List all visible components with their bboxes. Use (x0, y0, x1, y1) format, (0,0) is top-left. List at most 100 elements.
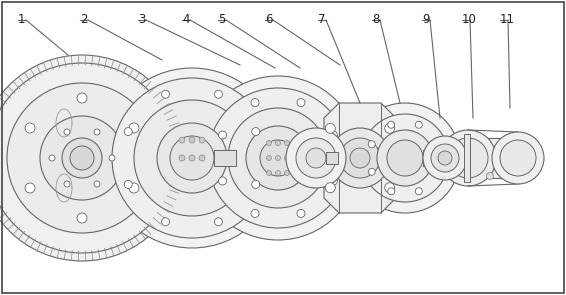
Circle shape (350, 103, 460, 213)
Circle shape (228, 108, 328, 208)
Circle shape (448, 138, 488, 178)
Text: 10: 10 (462, 13, 477, 26)
Circle shape (64, 181, 70, 187)
Circle shape (361, 114, 449, 202)
Circle shape (252, 181, 260, 189)
Circle shape (377, 130, 433, 186)
Circle shape (487, 173, 494, 179)
Circle shape (329, 131, 337, 139)
Text: 6: 6 (265, 13, 272, 26)
Circle shape (415, 121, 422, 128)
Text: 4: 4 (182, 13, 190, 26)
Circle shape (306, 148, 326, 168)
Text: 11: 11 (500, 13, 515, 26)
Circle shape (208, 88, 348, 228)
Bar (464, 134, 470, 182)
Circle shape (62, 138, 102, 178)
Text: 5: 5 (218, 13, 225, 26)
Circle shape (199, 155, 205, 161)
Circle shape (415, 188, 422, 195)
Circle shape (157, 123, 227, 193)
Circle shape (64, 129, 70, 135)
Circle shape (297, 99, 305, 106)
Circle shape (112, 78, 272, 238)
Circle shape (7, 83, 157, 233)
Circle shape (251, 209, 259, 217)
Circle shape (267, 140, 272, 145)
Circle shape (179, 155, 185, 161)
Circle shape (276, 155, 281, 160)
Circle shape (189, 137, 195, 143)
Circle shape (70, 146, 94, 170)
Circle shape (94, 129, 100, 135)
Bar (468, 138, 518, 178)
Circle shape (276, 140, 281, 145)
Circle shape (325, 183, 335, 193)
Circle shape (252, 128, 260, 136)
Circle shape (40, 116, 124, 200)
Circle shape (189, 155, 195, 161)
Circle shape (388, 188, 395, 195)
Text: 8: 8 (372, 13, 379, 26)
Circle shape (330, 128, 390, 188)
Circle shape (134, 100, 250, 216)
Circle shape (297, 209, 305, 217)
Circle shape (49, 155, 55, 161)
Circle shape (162, 90, 170, 98)
Circle shape (199, 137, 205, 143)
Circle shape (170, 136, 214, 180)
Circle shape (286, 128, 346, 188)
Bar (214, 150, 236, 166)
Circle shape (179, 137, 185, 143)
Bar (423, 150, 441, 166)
Text: 1: 1 (18, 13, 25, 26)
Circle shape (435, 168, 441, 175)
Circle shape (388, 121, 395, 128)
Circle shape (385, 123, 395, 133)
Circle shape (435, 141, 441, 148)
Circle shape (218, 177, 226, 185)
Circle shape (340, 138, 380, 178)
Text: 7: 7 (318, 13, 325, 26)
Circle shape (492, 132, 544, 184)
Circle shape (423, 136, 467, 180)
Circle shape (162, 218, 170, 226)
Circle shape (350, 148, 370, 168)
Circle shape (125, 181, 132, 189)
Circle shape (368, 168, 375, 175)
Circle shape (285, 140, 289, 145)
Circle shape (368, 141, 375, 148)
Text: 2: 2 (80, 13, 88, 26)
Bar (326, 152, 338, 164)
Circle shape (276, 171, 281, 176)
Circle shape (196, 76, 360, 240)
Circle shape (387, 140, 423, 176)
Circle shape (285, 171, 289, 176)
Circle shape (500, 140, 536, 176)
Circle shape (25, 183, 35, 193)
Circle shape (109, 155, 115, 161)
Circle shape (129, 183, 139, 193)
Circle shape (25, 123, 35, 133)
Circle shape (438, 151, 452, 165)
Circle shape (329, 177, 337, 185)
Circle shape (267, 171, 272, 176)
Circle shape (129, 123, 139, 133)
Circle shape (215, 90, 222, 98)
Circle shape (260, 140, 296, 176)
Circle shape (385, 183, 395, 193)
Circle shape (215, 218, 222, 226)
Bar (296, 151, 316, 165)
Circle shape (218, 131, 226, 139)
Circle shape (77, 93, 87, 103)
Circle shape (77, 213, 87, 223)
Text: 3: 3 (138, 13, 145, 26)
Circle shape (0, 55, 185, 261)
Circle shape (0, 63, 177, 253)
Circle shape (125, 128, 132, 136)
Polygon shape (324, 103, 396, 213)
Circle shape (431, 144, 459, 172)
Circle shape (325, 123, 335, 133)
Circle shape (94, 181, 100, 187)
Circle shape (246, 126, 310, 190)
